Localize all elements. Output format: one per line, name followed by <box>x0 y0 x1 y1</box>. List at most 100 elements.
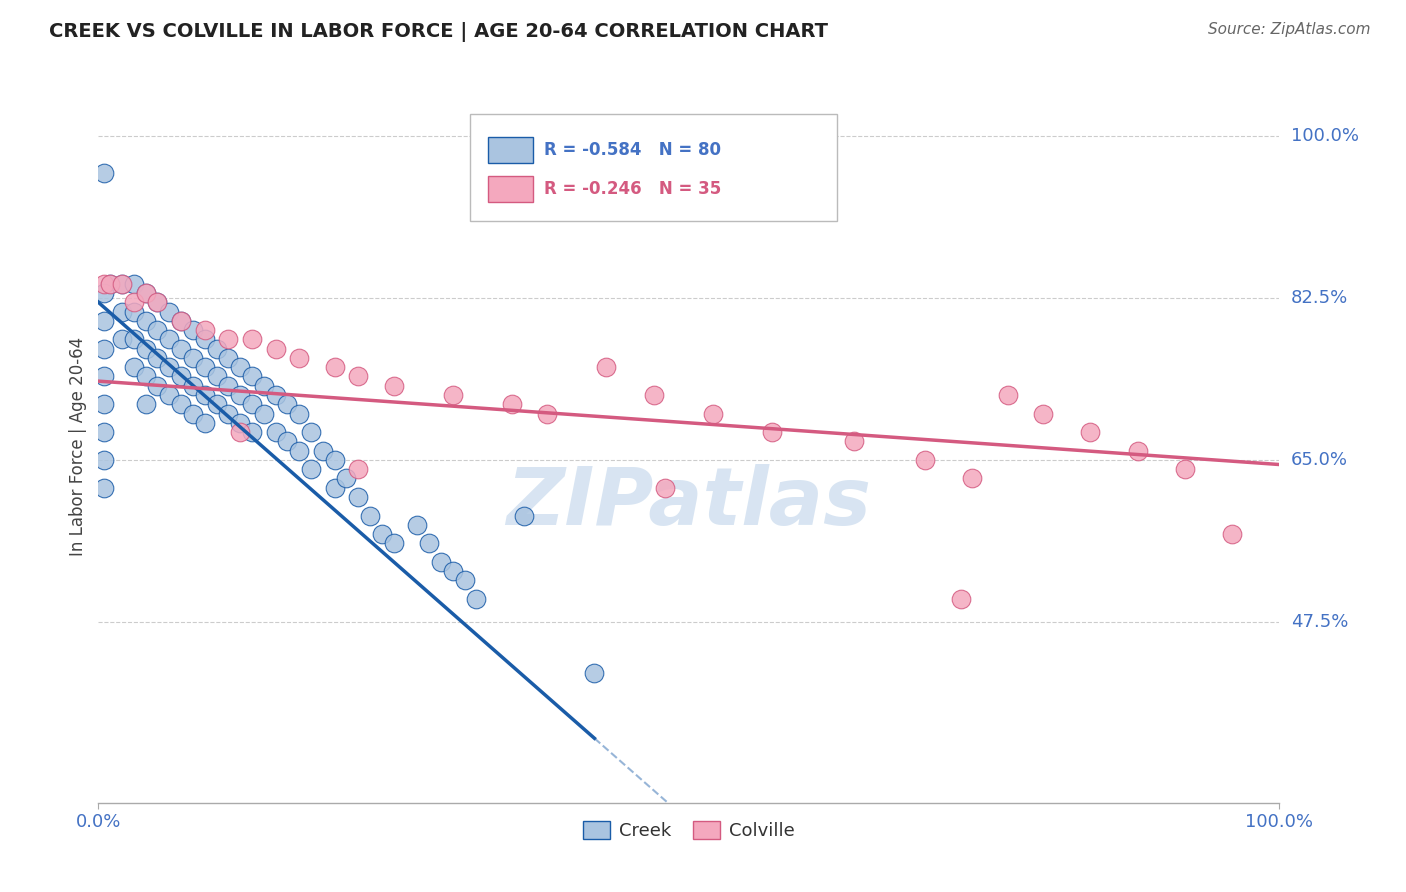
Point <box>465 591 488 606</box>
Point <box>111 304 134 318</box>
Point <box>146 351 169 365</box>
Point <box>157 304 180 318</box>
Point <box>240 425 263 439</box>
Point <box>335 471 357 485</box>
Point <box>536 407 558 421</box>
Point <box>240 397 263 411</box>
Point <box>194 360 217 375</box>
Point <box>347 369 370 384</box>
Point <box>418 536 440 550</box>
Point <box>1174 462 1197 476</box>
Point <box>111 333 134 347</box>
Point <box>288 351 311 365</box>
Point <box>181 351 204 365</box>
Point <box>1032 407 1054 421</box>
Point <box>382 536 405 550</box>
FancyBboxPatch shape <box>488 177 533 202</box>
Point <box>217 333 239 347</box>
Point <box>299 425 322 439</box>
Text: 100.0%: 100.0% <box>1291 127 1358 145</box>
Point <box>229 360 252 375</box>
Point <box>264 388 287 402</box>
Text: CREEK VS COLVILLE IN LABOR FORCE | AGE 20-64 CORRELATION CHART: CREEK VS COLVILLE IN LABOR FORCE | AGE 2… <box>49 22 828 42</box>
Point <box>949 591 972 606</box>
Point <box>430 555 453 569</box>
Point <box>170 314 193 328</box>
Point <box>997 388 1019 402</box>
Point <box>288 443 311 458</box>
Point <box>157 333 180 347</box>
Text: 47.5%: 47.5% <box>1291 613 1348 631</box>
Point <box>122 304 145 318</box>
Point <box>98 277 121 291</box>
Text: ZIPatlas: ZIPatlas <box>506 464 872 542</box>
Point <box>93 453 115 467</box>
Point <box>217 351 239 365</box>
Point <box>93 166 115 180</box>
Point <box>122 333 145 347</box>
Point <box>253 378 276 392</box>
Point <box>299 462 322 476</box>
FancyBboxPatch shape <box>488 137 533 162</box>
Point <box>240 333 263 347</box>
Point <box>702 407 724 421</box>
Text: 82.5%: 82.5% <box>1291 289 1348 307</box>
Point <box>229 416 252 430</box>
Point <box>382 378 405 392</box>
Point <box>288 407 311 421</box>
Point <box>595 360 617 375</box>
Point <box>181 378 204 392</box>
Point <box>1126 443 1149 458</box>
Point <box>229 388 252 402</box>
Point <box>93 342 115 356</box>
Point <box>135 342 157 356</box>
Point <box>122 360 145 375</box>
Point <box>205 342 228 356</box>
Point <box>170 342 193 356</box>
Point <box>512 508 534 523</box>
Point <box>146 323 169 337</box>
Point <box>181 323 204 337</box>
Point <box>135 397 157 411</box>
Point <box>240 369 263 384</box>
Point <box>761 425 783 439</box>
Point <box>371 527 394 541</box>
Point <box>111 277 134 291</box>
Point <box>264 425 287 439</box>
Point <box>194 323 217 337</box>
Point <box>135 286 157 301</box>
Point <box>217 407 239 421</box>
Point <box>157 360 180 375</box>
Point <box>194 333 217 347</box>
Text: Source: ZipAtlas.com: Source: ZipAtlas.com <box>1208 22 1371 37</box>
Point <box>93 397 115 411</box>
Point <box>170 397 193 411</box>
Point <box>205 369 228 384</box>
Point <box>406 517 429 532</box>
Point <box>146 295 169 310</box>
Point <box>135 314 157 328</box>
Point <box>844 434 866 449</box>
Point <box>264 342 287 356</box>
Text: R = -0.584   N = 80: R = -0.584 N = 80 <box>544 141 721 159</box>
Point <box>1220 527 1243 541</box>
Text: 65.0%: 65.0% <box>1291 450 1347 469</box>
Point <box>111 277 134 291</box>
Point <box>135 286 157 301</box>
Point <box>323 360 346 375</box>
Point <box>359 508 381 523</box>
Point <box>93 286 115 301</box>
Point <box>93 314 115 328</box>
Point <box>347 490 370 504</box>
Point <box>98 277 121 291</box>
Point <box>347 462 370 476</box>
Legend: Creek, Colville: Creek, Colville <box>576 814 801 847</box>
Point <box>135 369 157 384</box>
Point <box>194 388 217 402</box>
Point <box>643 388 665 402</box>
Point <box>170 314 193 328</box>
Point <box>146 295 169 310</box>
Point <box>93 481 115 495</box>
Point <box>962 471 984 485</box>
Point <box>312 443 335 458</box>
